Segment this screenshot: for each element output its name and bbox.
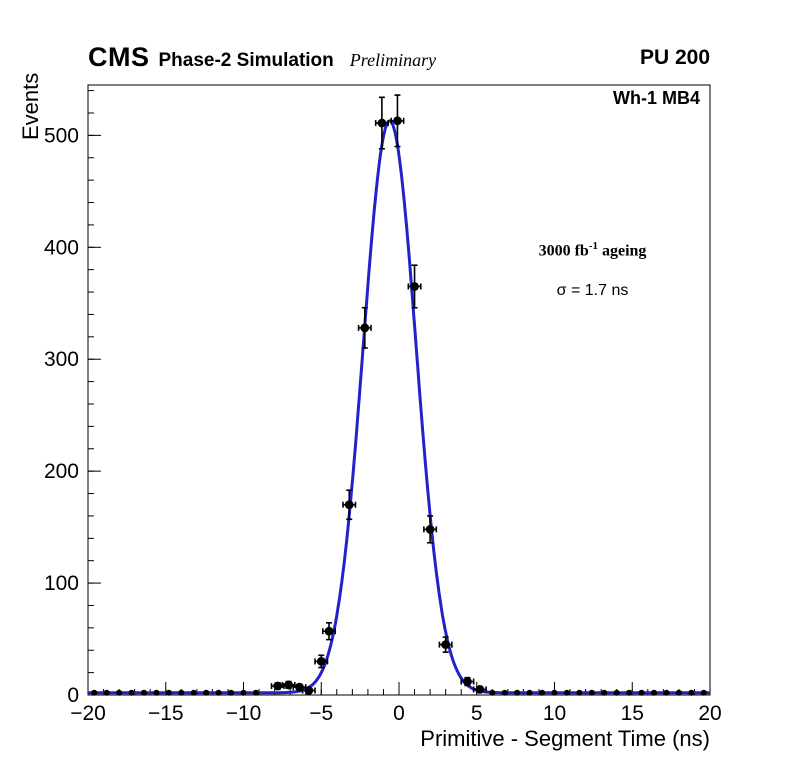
data-point-marker	[675, 689, 682, 696]
data-point-marker	[140, 689, 147, 696]
data-point-marker	[393, 116, 402, 126]
data-point-marker	[284, 680, 293, 690]
experiment-label: CMS	[88, 42, 150, 72]
fit-curve	[87, 119, 711, 695]
data-point-marker	[203, 689, 210, 696]
simulation-label: Phase-2 Simulation	[158, 50, 334, 71]
data-point-marker	[539, 689, 546, 696]
data-point-marker	[103, 689, 110, 696]
data-point-marker	[463, 677, 472, 686]
data-point-marker	[425, 524, 435, 534]
y-tick-label: 400	[44, 236, 79, 259]
y-axis-title: Events	[18, 72, 43, 140]
data-point-marker	[489, 689, 496, 696]
y-tick-label: 500	[44, 124, 79, 147]
data-point-marker	[688, 689, 695, 696]
data-point-marker	[273, 681, 283, 691]
data-point-marker	[116, 689, 123, 696]
data-point-marker	[588, 689, 595, 696]
x-tick-label: 20	[698, 702, 721, 725]
data-point-marker	[165, 689, 172, 696]
data-point-marker	[514, 689, 521, 696]
data-point-marker	[215, 689, 222, 696]
data-point-marker	[252, 689, 259, 696]
data-point-marker	[576, 689, 583, 696]
y-tick-label: 0	[67, 684, 79, 707]
data-point-marker	[324, 626, 334, 636]
data-point-marker	[475, 685, 485, 694]
data-point-marker	[295, 682, 304, 692]
y-tick-label: 100	[44, 572, 79, 595]
data-point-marker	[601, 689, 608, 696]
data-point-marker	[410, 282, 419, 291]
x-tick-label: −5	[309, 702, 333, 725]
preliminary-label: Preliminary	[349, 50, 437, 70]
data-point-marker	[190, 689, 197, 696]
sigma-annotation: σ = 1.7 ns	[556, 282, 629, 299]
data-point-marker	[316, 657, 326, 666]
data-point-marker	[501, 689, 508, 696]
ageing-suffix: ageing	[597, 242, 647, 260]
chamber-label: Wh-1 MB4	[613, 88, 700, 108]
x-axis-ticks: −20 −15 −10 −5 0 5 10 15 20	[70, 682, 722, 725]
data-point-marker	[153, 689, 160, 696]
x-tick-label: 10	[543, 702, 566, 725]
data-points	[270, 94, 487, 695]
data-point-marker	[626, 689, 633, 696]
x-tick-label: 15	[621, 702, 644, 725]
data-point-marker	[563, 689, 570, 696]
data-point-marker	[377, 118, 387, 128]
data-point-marker	[551, 689, 558, 696]
plot-frame	[87, 84, 711, 696]
y-axis-ticks: 0 100 200 300 400 500	[44, 90, 101, 707]
data-point-marker	[360, 323, 370, 333]
data-point-marker	[526, 689, 533, 696]
data-point-marker	[228, 689, 235, 696]
data-point-marker	[91, 689, 98, 696]
x-tick-label: −10	[226, 702, 262, 725]
data-point-marker	[128, 689, 135, 696]
x-tick-label: 0	[393, 702, 405, 725]
data-point-marker	[344, 500, 354, 510]
ageing-annotation: 3000 fb-1 ageing	[500, 240, 685, 260]
plot-header: CMS Phase-2 Simulation Preliminary	[88, 42, 436, 73]
x-axis-title: Primitive - Segment Time (ns)	[420, 726, 710, 751]
data-point-marker	[613, 689, 620, 696]
data-point-marker	[441, 640, 451, 650]
baseline-data-points	[91, 689, 707, 696]
ageing-prefix: 3000 fb	[538, 242, 589, 260]
x-tick-label: 5	[471, 702, 483, 725]
data-point-marker	[663, 689, 670, 696]
data-point-marker	[700, 689, 707, 696]
x-tick-label: −15	[148, 702, 184, 725]
data-point-marker	[178, 689, 185, 696]
data-point-marker	[651, 689, 658, 696]
y-tick-label: 200	[44, 460, 79, 483]
pileup-label: PU 200	[639, 46, 710, 69]
ageing-superscript: -1	[588, 240, 598, 252]
data-point-marker	[240, 689, 247, 696]
y-tick-label: 300	[44, 348, 79, 371]
data-point-marker	[304, 686, 314, 695]
data-point-marker	[638, 689, 645, 696]
x-tick-label: −20	[70, 702, 106, 725]
